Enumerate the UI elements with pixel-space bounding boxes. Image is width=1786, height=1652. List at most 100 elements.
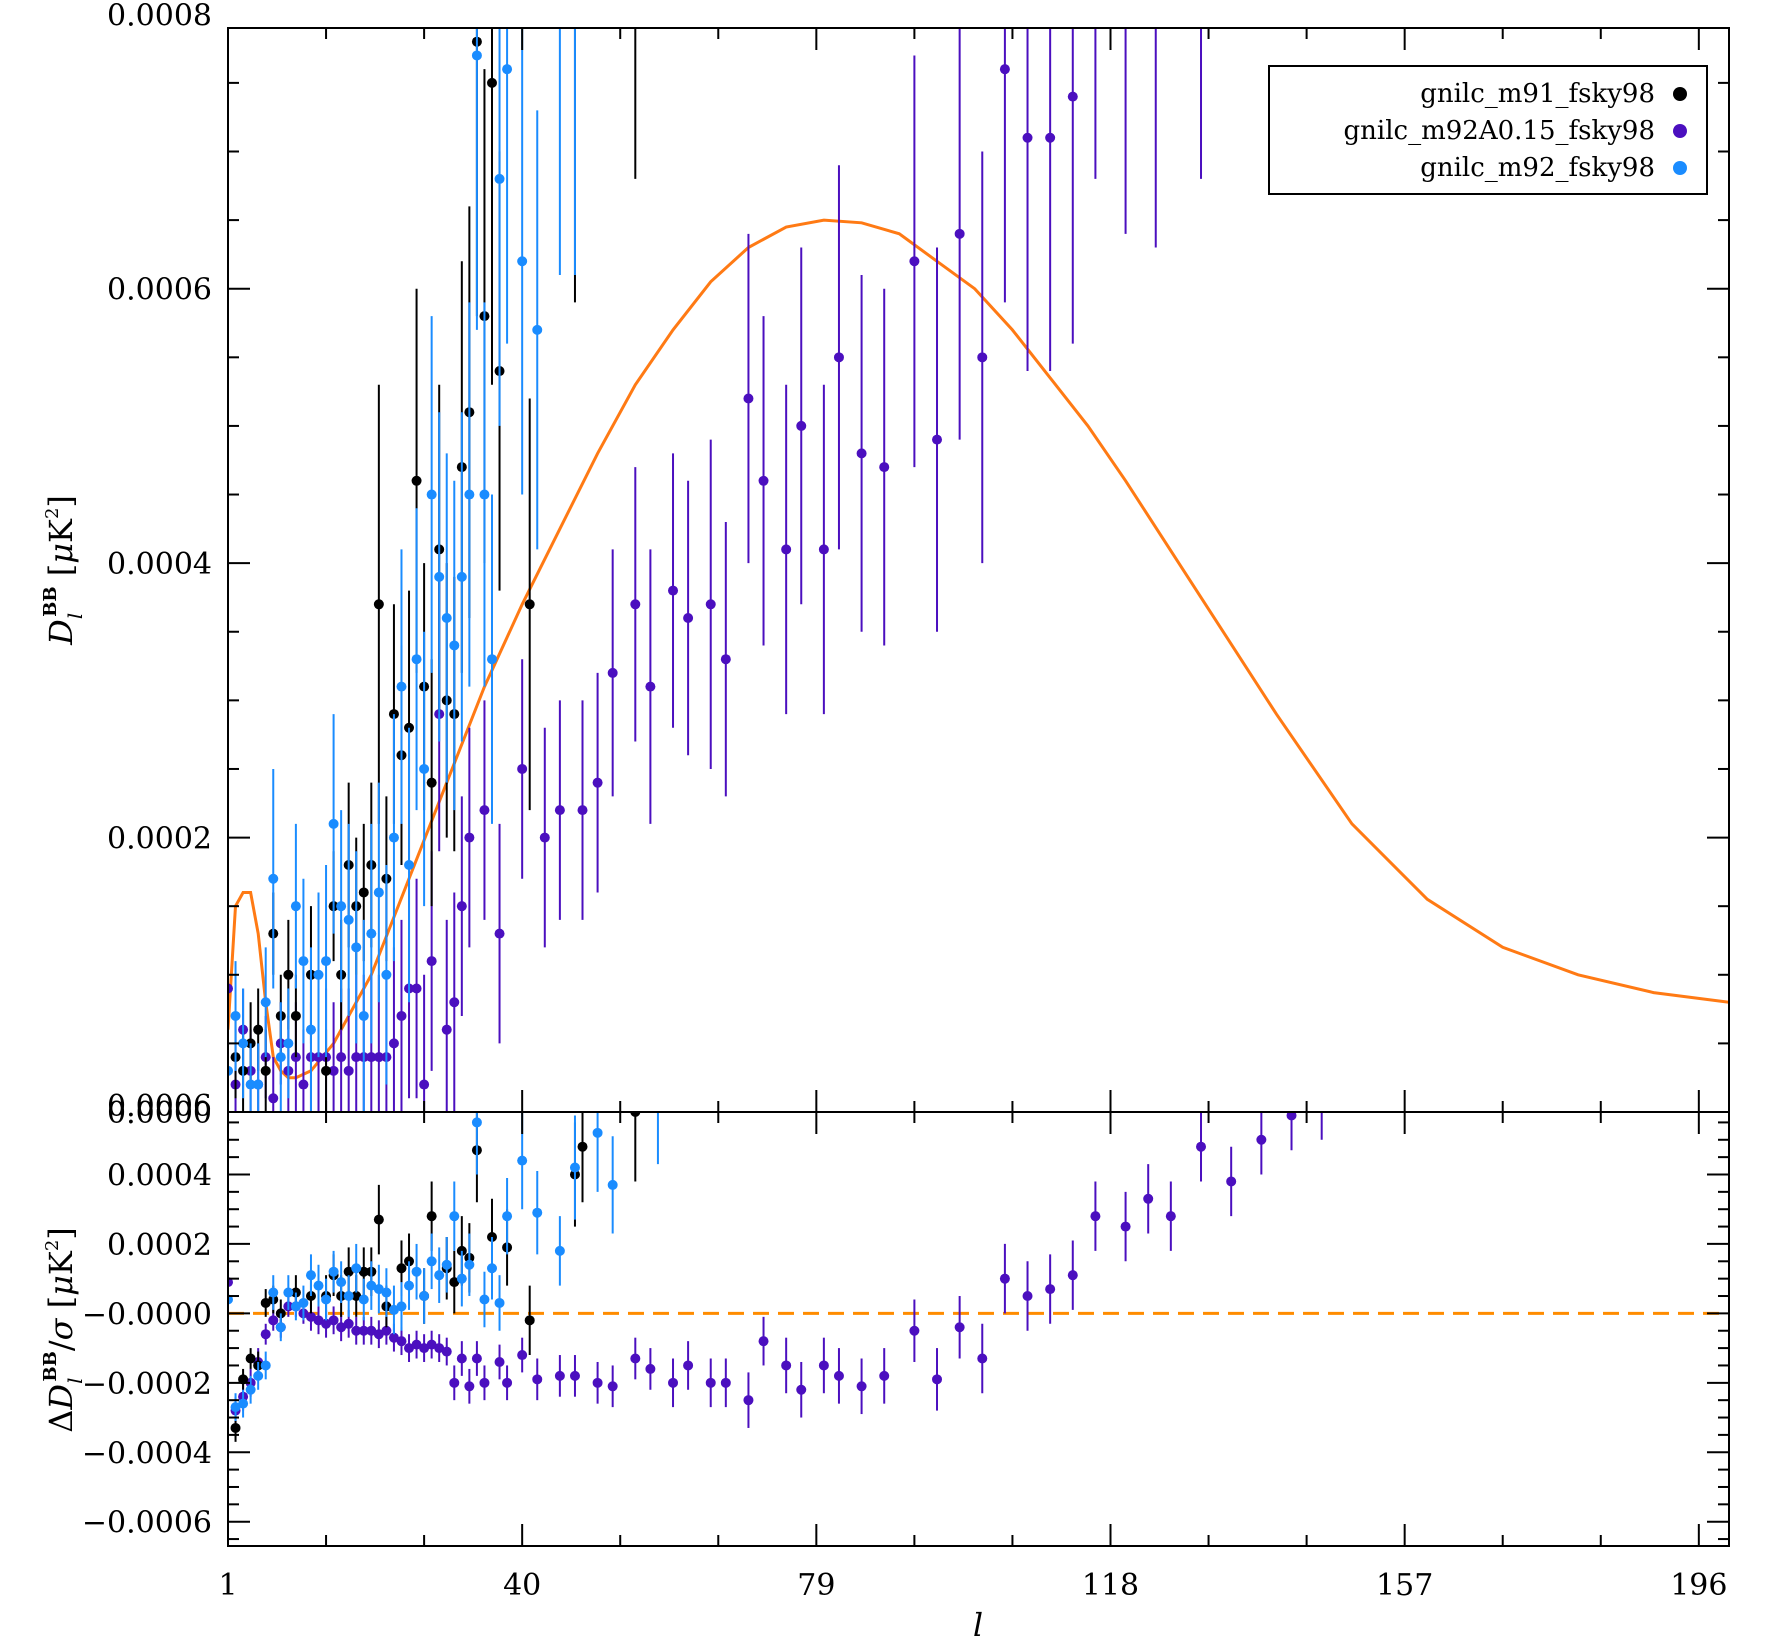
bottom-point — [343, 1291, 354, 1302]
x-tick-label: 79 — [797, 1568, 835, 1603]
top-point — [298, 1079, 309, 1090]
top-point — [954, 228, 965, 239]
top-point — [645, 681, 656, 692]
top-series-m92 — [228, 28, 576, 1112]
top-point — [298, 956, 309, 967]
bottom-point — [419, 1291, 430, 1302]
top-point — [411, 475, 422, 486]
x-tick-label: 118 — [1082, 1568, 1139, 1603]
bottom-point — [388, 1304, 399, 1315]
top-point — [494, 928, 505, 939]
top-point — [230, 1010, 241, 1021]
bottom-point — [260, 1360, 271, 1371]
bottom-point — [464, 1381, 475, 1392]
bottom-ylabel-open: [ — [42, 1296, 80, 1308]
bottom-point — [607, 1381, 618, 1392]
bottom-point — [569, 1162, 580, 1173]
bottom-point — [683, 1360, 694, 1371]
bottom-point — [388, 1332, 399, 1343]
top-point — [238, 1038, 249, 1049]
top-point — [343, 1065, 354, 1076]
top-ylabel-close: ] — [42, 495, 80, 507]
top-point — [245, 1079, 256, 1090]
bottom-point — [336, 1277, 347, 1288]
bottom-ylabel-sup: BB — [40, 1351, 61, 1381]
bottom-point — [230, 1422, 241, 1433]
bottom-ylabel-close: ] — [42, 1227, 80, 1239]
bottom-series-m92 — [228, 1112, 659, 1422]
bottom-point — [321, 1294, 332, 1305]
bottom-point — [336, 1322, 347, 1333]
top-point — [343, 914, 354, 925]
top-point — [328, 818, 339, 829]
top-point — [260, 1065, 271, 1076]
bottom-point — [313, 1315, 324, 1326]
top-y-tick-label: 0.0008 — [107, 0, 212, 33]
bottom-point — [260, 1329, 271, 1340]
bottom-point — [1143, 1193, 1154, 1204]
bottom-point — [396, 1301, 407, 1312]
bottom-point — [743, 1395, 754, 1406]
bottom-ylabel-sigma: σ — [42, 1317, 80, 1340]
bottom-point — [1196, 1141, 1207, 1152]
top-point — [456, 571, 467, 582]
bottom-ylabel-sub: l — [63, 1378, 87, 1384]
top-point — [517, 256, 528, 267]
top-point — [321, 1065, 332, 1076]
bottom-point — [479, 1294, 490, 1305]
bottom-point — [668, 1377, 679, 1388]
bottom-point — [517, 1155, 528, 1166]
bottom-point — [833, 1370, 844, 1381]
bottom-point — [343, 1318, 354, 1329]
top-point — [577, 805, 588, 816]
bottom-point — [373, 1214, 384, 1225]
bottom-point — [404, 1280, 415, 1291]
bottom-point — [517, 1350, 528, 1361]
top-point — [268, 873, 279, 884]
bottom-point — [524, 1315, 535, 1326]
top-point — [486, 77, 497, 88]
legend-box — [1268, 65, 1708, 195]
bottom-point — [592, 1377, 603, 1388]
top-point — [517, 763, 528, 774]
bottom-point — [396, 1263, 407, 1274]
bottom-ylabel-unit-sup: 2 — [42, 1240, 63, 1251]
top-point — [1067, 91, 1078, 102]
top-point — [1045, 132, 1056, 143]
top-point — [592, 777, 603, 788]
bottom-point — [471, 1117, 482, 1128]
bottom-point — [358, 1325, 369, 1336]
bottom-point — [366, 1280, 377, 1291]
top-ylabel-sub: l — [63, 613, 87, 619]
legend-marker-m92 — [1673, 161, 1687, 175]
bottom-point — [230, 1402, 241, 1413]
top-ylabel-unit-sup: 2 — [42, 508, 63, 519]
bottom-ylabel-mu: μ — [42, 1275, 80, 1296]
bottom-point — [373, 1329, 384, 1340]
top-ylabel-main: D — [42, 619, 80, 646]
top-point — [253, 1079, 264, 1090]
top-point — [419, 763, 430, 774]
top-ylabel-sup: BB — [40, 586, 61, 616]
bottom-point — [351, 1325, 362, 1336]
top-point — [358, 1010, 369, 1021]
top-point — [426, 777, 437, 788]
bottom-y-tick-label: 0.0004 — [107, 1158, 212, 1193]
bottom-y-tick-label: −0.0000 — [82, 1297, 212, 1332]
top-point — [305, 1024, 316, 1035]
top-point — [479, 805, 490, 816]
legend-label-m91: gnilc_m91_fsky98 — [1420, 79, 1655, 109]
bottom-point — [396, 1336, 407, 1347]
bottom-point — [411, 1266, 422, 1277]
bottom-point — [1045, 1284, 1056, 1295]
top-point — [532, 324, 543, 335]
bottom-point — [494, 1297, 505, 1308]
bottom-point — [479, 1377, 490, 1388]
top-panel-data — [228, 28, 1729, 1112]
bottom-point — [781, 1360, 792, 1371]
bottom-point — [592, 1127, 603, 1138]
bottom-ylabel-main: D — [42, 1384, 80, 1411]
top-point — [228, 983, 233, 994]
